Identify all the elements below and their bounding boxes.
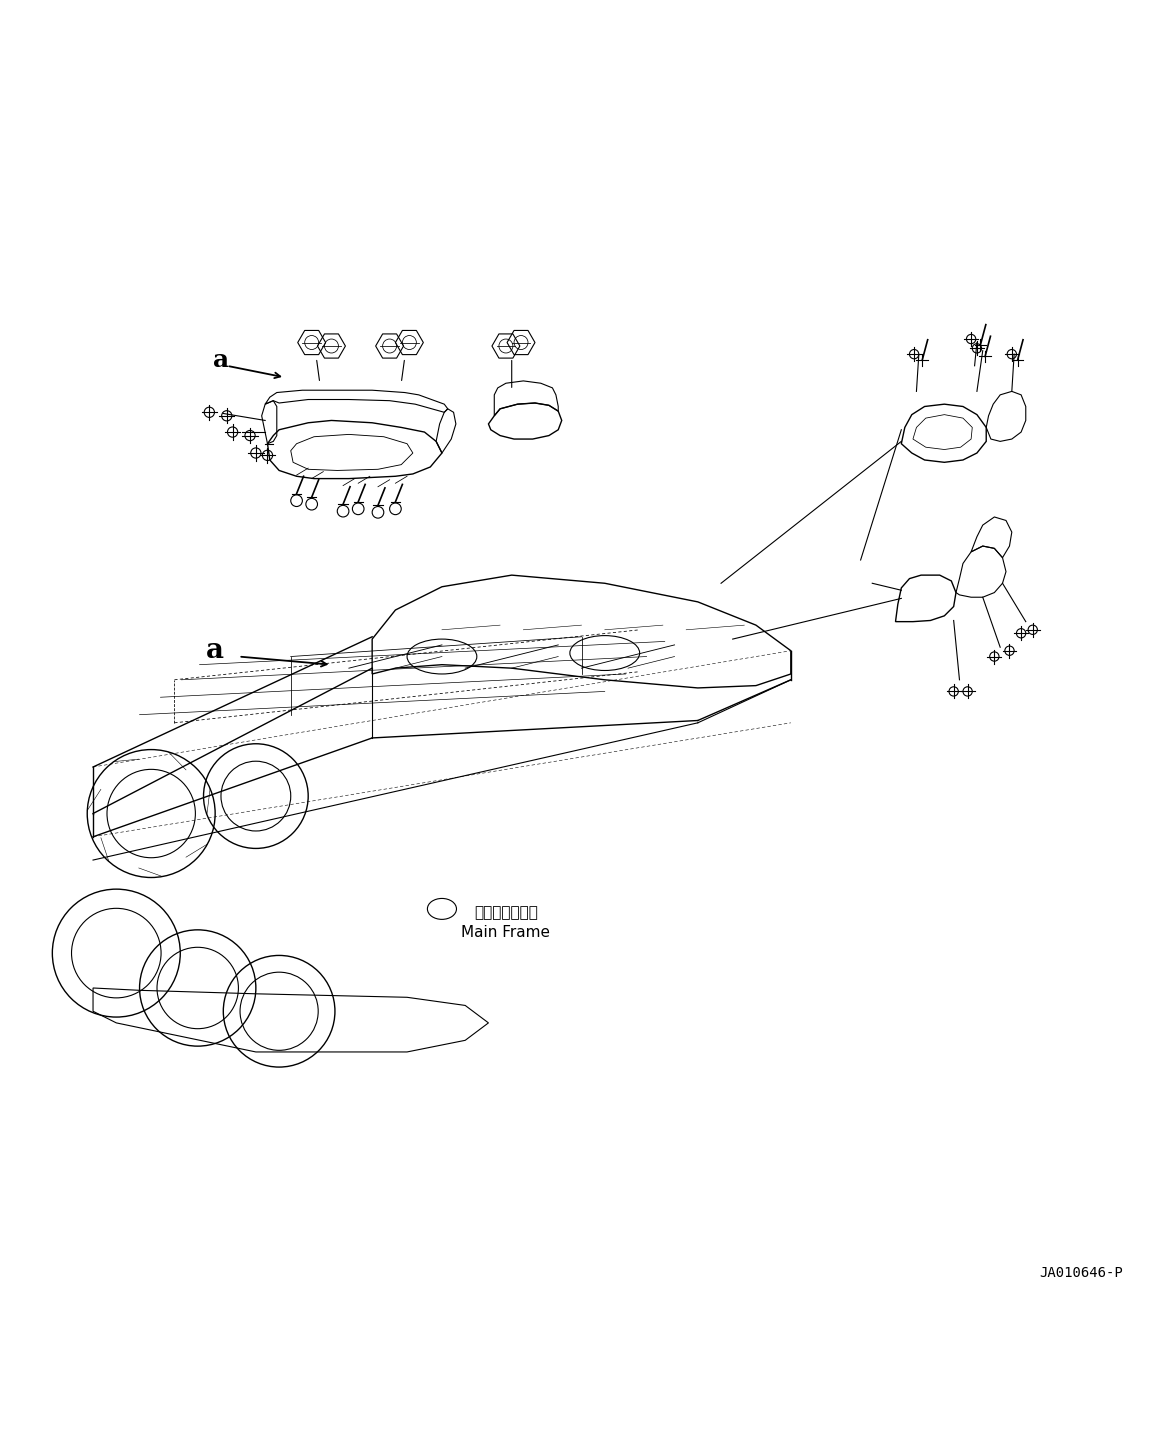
Text: JA010646-P: JA010646-P bbox=[1040, 1267, 1123, 1280]
Text: a: a bbox=[206, 637, 224, 664]
Text: Main Frame: Main Frame bbox=[462, 925, 550, 940]
Text: メインフレーム: メインフレーム bbox=[475, 905, 537, 919]
Text: a: a bbox=[213, 347, 229, 372]
